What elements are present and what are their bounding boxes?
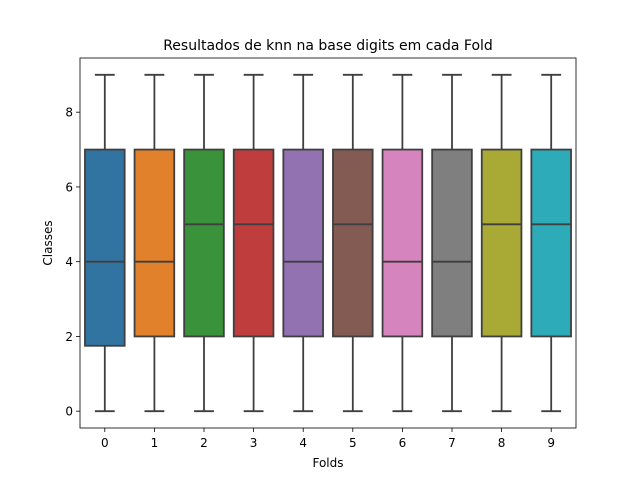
y-tick-label: 0 [65,405,73,419]
box [480,148,523,338]
plot-frame [79,57,577,429]
x-tick-label: 8 [498,436,506,450]
box [183,148,225,338]
x-tick-label: 6 [399,436,407,450]
x-tick-label: 4 [299,436,307,450]
box-fold-1 [133,73,176,413]
box-fold-4 [282,73,324,413]
box [282,148,324,338]
x-axis-ticks: 0 1 2 3 4 5 6 7 8 9 [101,428,555,450]
box [381,148,424,338]
box-fold-7 [431,73,473,413]
y-axis-ticks: 0 2 4 6 8 [65,106,80,419]
box-fold-8 [480,73,523,413]
box [133,148,176,338]
x-axis-label: Folds [312,456,343,470]
box [332,148,374,338]
box [431,148,473,338]
box [84,148,126,347]
box-fold-0 [84,73,126,413]
x-tick-label: 9 [547,436,555,450]
x-tick-label: 2 [200,436,208,450]
box-fold-9 [530,73,572,413]
box-fold-6 [381,73,424,413]
y-tick-label: 4 [65,255,73,269]
box-fold-5 [332,73,374,413]
x-tick-label: 7 [448,436,456,450]
x-tick-label: 3 [250,436,258,450]
chart-title: Resultados de knn na base digits em cada… [163,38,493,54]
box-fold-2 [183,73,225,413]
x-tick-label: 1 [151,436,159,450]
boxes-group [84,73,572,413]
y-tick-label: 2 [65,330,73,344]
x-tick-label: 0 [101,436,109,450]
y-tick-label: 8 [65,106,73,120]
x-tick-label: 5 [349,436,357,450]
box [530,148,572,338]
y-axis-label: Classes [41,220,55,265]
y-tick-label: 6 [65,180,73,194]
box [232,148,275,338]
box-fold-3 [232,73,275,413]
